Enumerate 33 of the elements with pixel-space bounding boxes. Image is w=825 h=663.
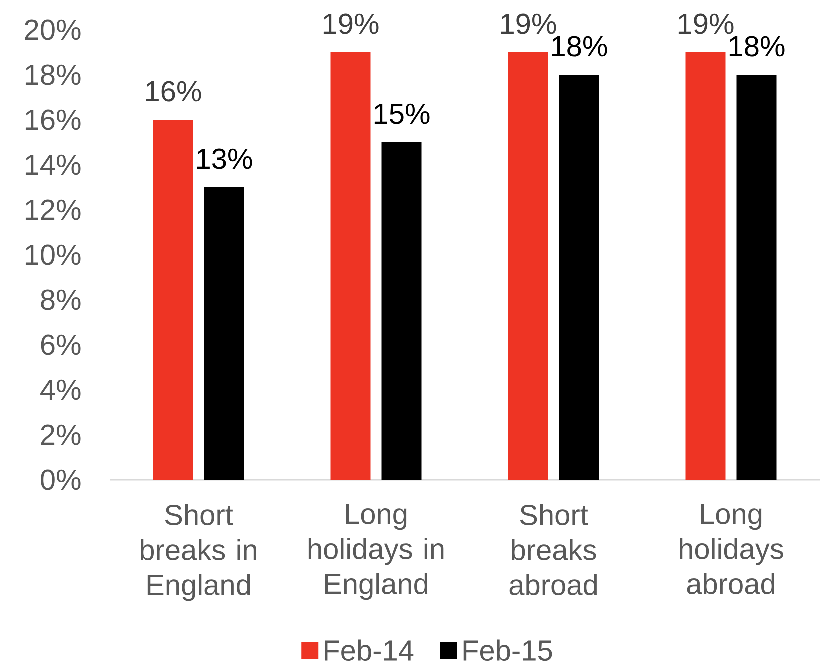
y-tick-label: 0% [41,470,81,490]
bar [736,74,777,480]
x-tick-label: Short breaks in England [140,504,256,602]
data-label: 19% [501,14,556,34]
y-tick-label: 14% [26,154,81,176]
bar [559,74,600,480]
data-label: 19% [324,14,379,34]
legend-label: Feb-15 [464,640,552,662]
data-label: 19% [678,14,734,34]
data-label: 16% [146,81,202,102]
y-tick-label: 16% [26,110,81,130]
y-tick-label: 20% [25,20,81,40]
data-label: 15% [374,104,430,124]
bar [508,52,548,480]
y-tick-label: 4% [40,380,81,400]
y-tick-label: 6% [41,334,81,356]
y-tick-label: 18% [26,64,81,86]
y-tick-label: 2% [41,424,81,446]
data-label: 13% [197,148,252,170]
x-tick-label: Long holidays abroad [680,504,784,594]
y-tick-label: 12% [26,200,81,220]
x-tick-label: Long holidays in England [308,504,444,600]
y-tick-label: 8% [41,290,81,310]
data-label: 18% [730,36,785,57]
legend-label: Feb-14 [325,640,414,662]
bar [686,52,726,480]
x-tick-label: Short breaks abroad [510,504,598,596]
y-tick-label: 10% [26,244,81,266]
bar [382,142,422,480]
bar [330,52,371,480]
bar [204,187,244,480]
data-label: 18% [552,36,608,57]
bar [153,120,194,480]
